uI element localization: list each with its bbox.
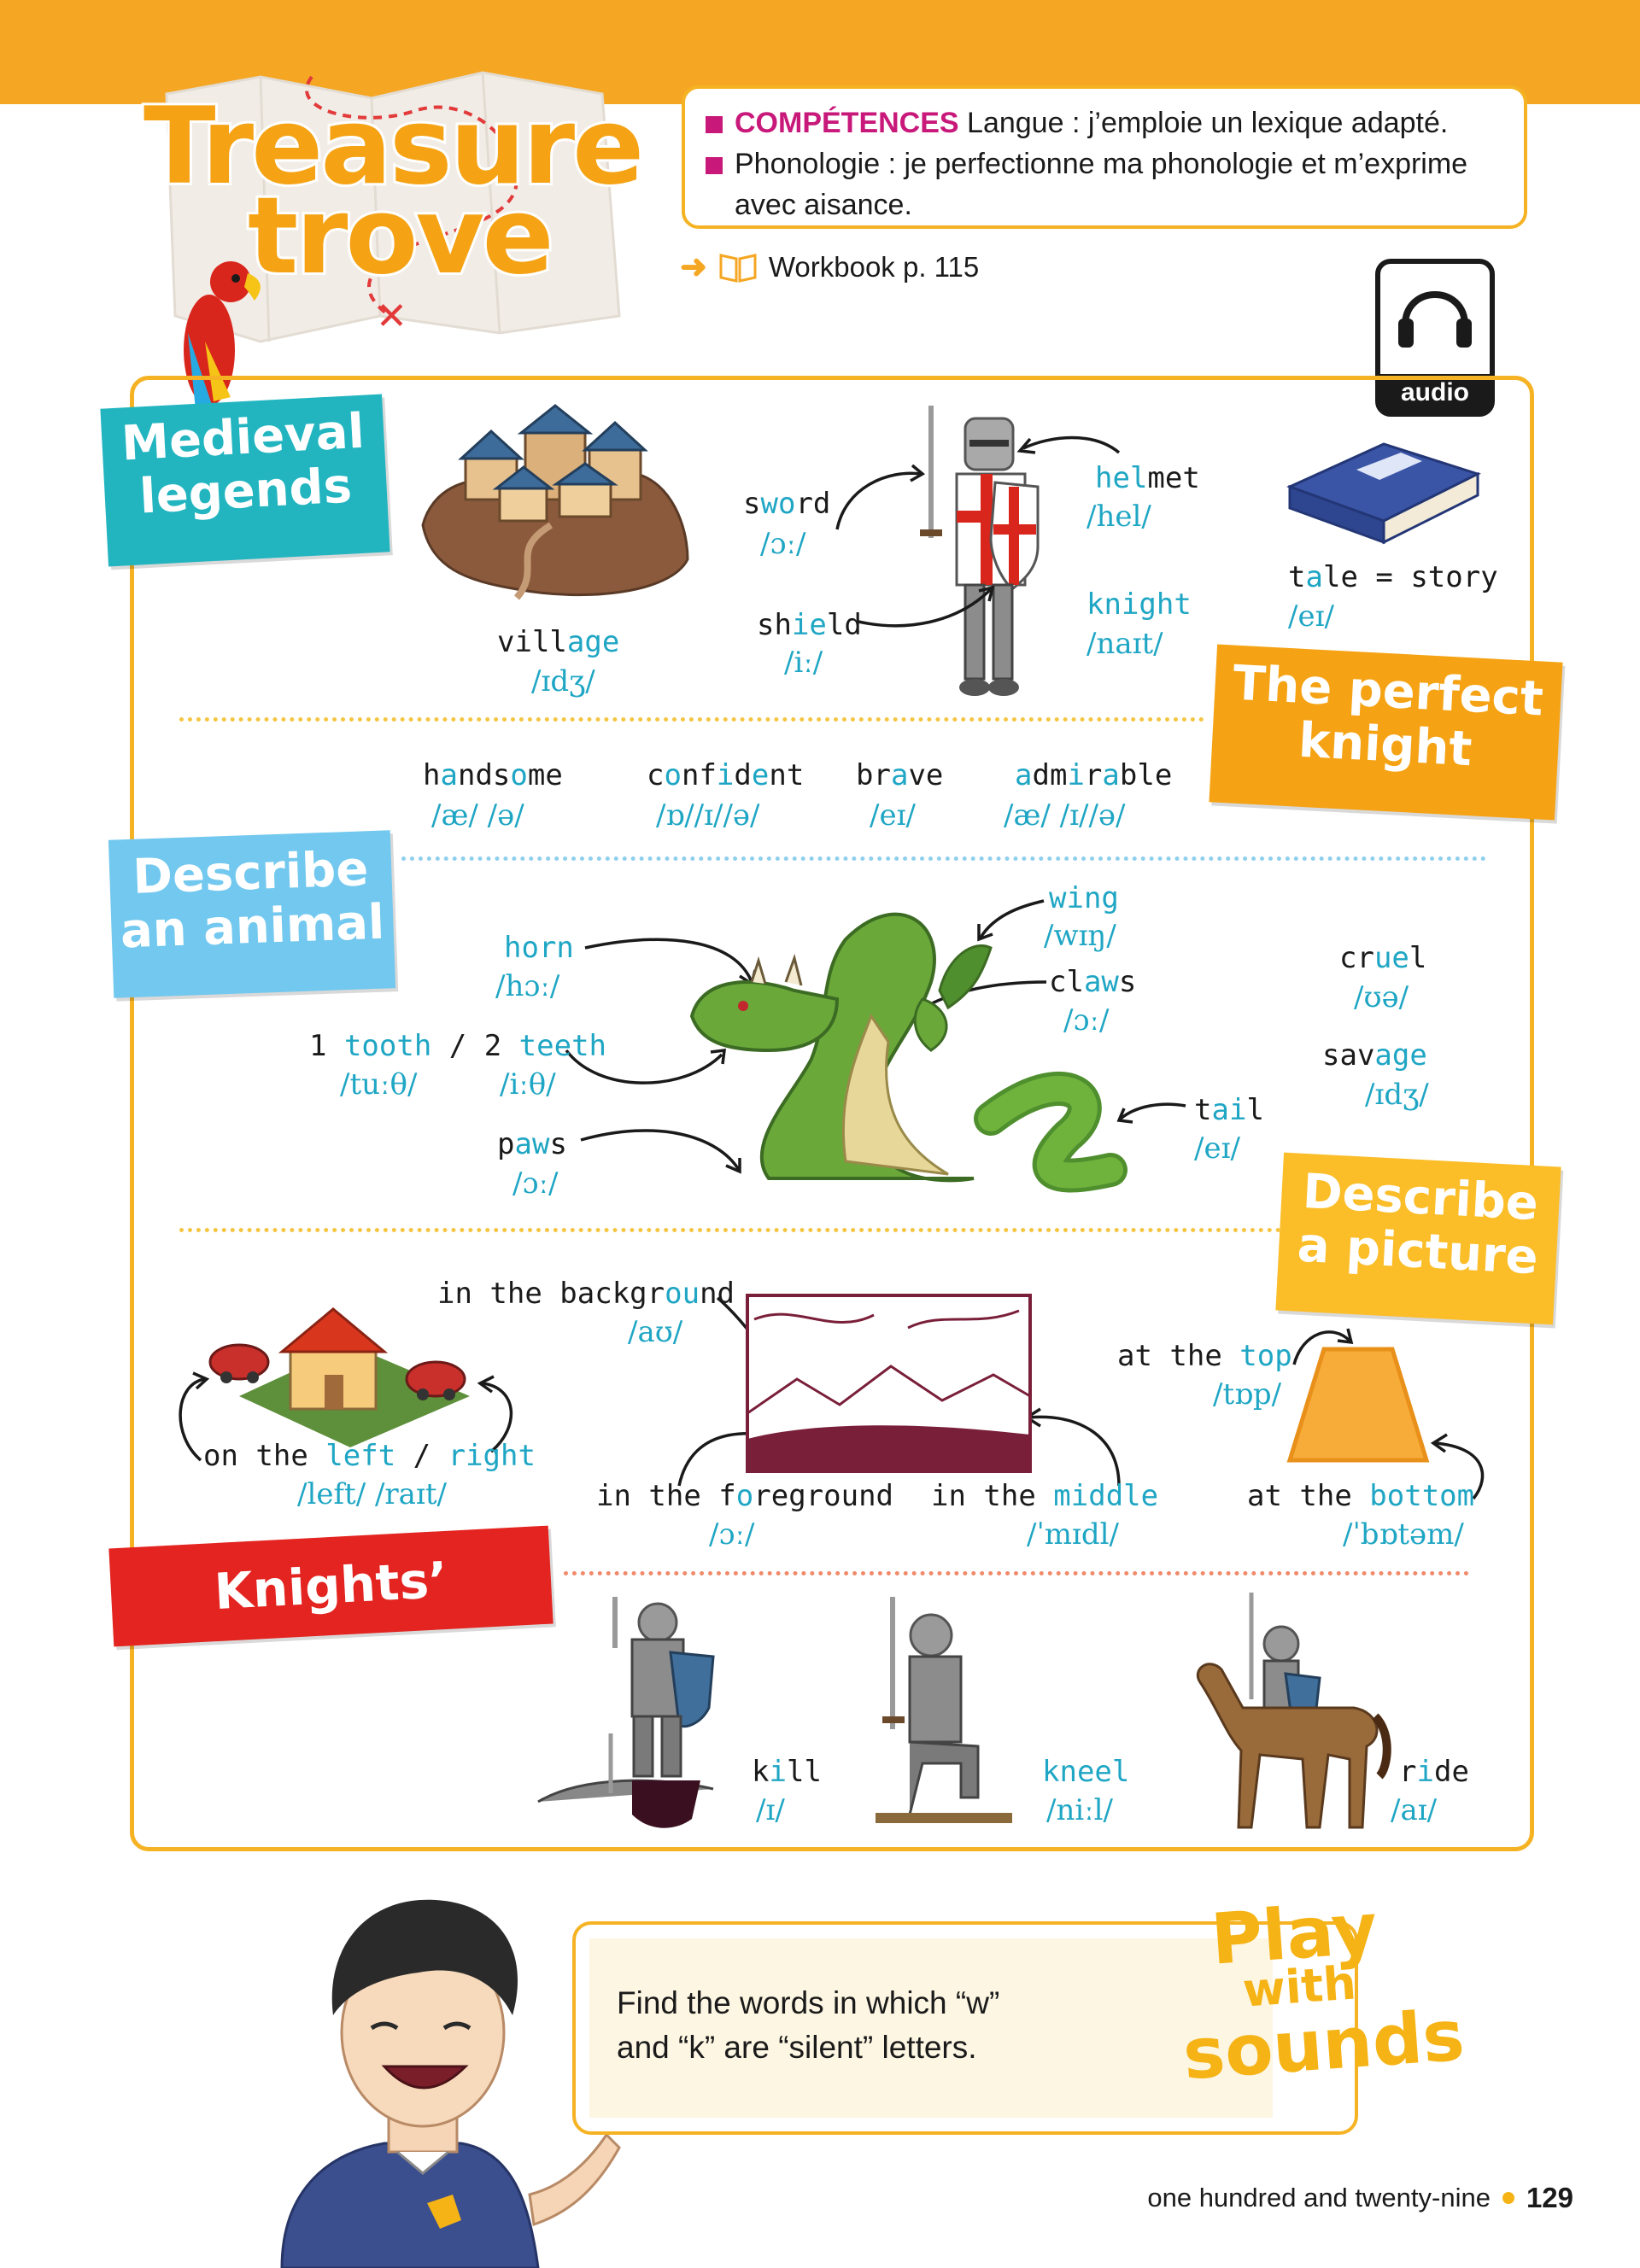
phonetic-savage: /ɪdʒ/ <box>1365 1078 1429 1112</box>
headphones-icon <box>1398 291 1472 348</box>
word-shield: shield <box>757 608 862 642</box>
word-knight: knight <box>1086 587 1192 622</box>
phonetic-horn: /hɔː/ <box>495 969 560 1003</box>
word-paws: paws <box>497 1127 567 1161</box>
phonetic-paws: /ɔː/ <box>512 1166 559 1201</box>
separator-2 <box>401 856 1486 861</box>
word-claws: claws <box>1049 965 1137 999</box>
phonetic-claws: /ɔː/ <box>1063 1003 1110 1038</box>
arrow-icon: ➜ <box>680 249 707 285</box>
word-helmet: helmet <box>1095 461 1200 495</box>
word-ride: ride <box>1399 1755 1469 1789</box>
footer-dot-icon <box>1502 2192 1514 2204</box>
book-icon <box>719 253 757 283</box>
word-tooth-teeth: 1 tooth / 2 teeth <box>309 1029 607 1063</box>
word-wing: wing <box>1049 881 1119 915</box>
phonetic-top: /tɒp/ <box>1213 1377 1282 1412</box>
phonetic-tooth: /tuːθ/ <box>340 1067 418 1102</box>
word-sword: sword <box>743 487 831 521</box>
separator-3 <box>179 1228 1281 1232</box>
competences-line-3: avec aisance. <box>735 189 912 221</box>
dragon-illustration <box>689 912 1128 1193</box>
word-village: village <box>497 625 620 659</box>
phonetic-knight: /naɪt/ <box>1086 627 1163 661</box>
phonetic-teeth: /iːθ/ <box>500 1067 556 1102</box>
adjective-phonetic: /ɒ//ɪ//ə/ <box>656 798 760 833</box>
word-background: in the background <box>437 1277 735 1311</box>
adjective-word: confident <box>647 758 805 792</box>
castle-village-illustration <box>421 404 689 600</box>
adjective-phonetic: /eɪ/ <box>870 798 916 833</box>
phonetic-tail: /eɪ/ <box>1194 1131 1240 1166</box>
phonetic-kneel: /niːl/ <box>1046 1793 1114 1827</box>
vocabulary-frame <box>130 376 1534 1851</box>
word-kneel: kneel <box>1042 1755 1130 1789</box>
student-boy-illustration <box>280 1899 621 2268</box>
title-line-2: trove <box>245 175 557 298</box>
house-with-cars-illustration <box>208 1307 470 1447</box>
audio-label: audio <box>1380 374 1490 412</box>
phonetic-left-right: /left/ /raɪt/ <box>297 1477 447 1511</box>
word-horn: horn <box>504 931 574 965</box>
phonetic-helmet: /hel/ <box>1086 500 1151 534</box>
phonetic-foreground: /ɔː/ <box>709 1517 755 1552</box>
phonetic-background: /aʊ/ <box>628 1315 683 1349</box>
knight-kill-illustration <box>537 1597 715 1828</box>
word-savage: savage <box>1322 1038 1427 1073</box>
play-title-sounds: sounds <box>1180 1995 1467 2096</box>
competences-line-2: Phonologie : je perfectionne ma phonolog… <box>706 143 1503 184</box>
phonetic-kill: /ɪ/ <box>756 1793 785 1827</box>
phonetic-tale: /eɪ/ <box>1288 599 1334 634</box>
storybook-illustration <box>1286 442 1481 545</box>
competences-line-1: COMPÉTENCES Langue : j’emploie un lexiqu… <box>706 102 1503 143</box>
footer-text: one hundred and twenty-nine <box>1147 2183 1491 2212</box>
adjective-phonetic: /æ/ /ɪ//ə/ <box>1004 798 1126 833</box>
page-number: 129 <box>1526 2182 1573 2213</box>
word-tale: tale = story <box>1288 560 1498 594</box>
phonetic-village: /ɪdʒ/ <box>531 664 595 699</box>
page-footer: one hundred and twenty-nine 129 <box>1147 2182 1573 2214</box>
word-tail: tail <box>1194 1093 1264 1127</box>
word-kill: kill <box>752 1755 822 1789</box>
phonetic-wing: /wɪŋ/ <box>1044 919 1116 953</box>
phonetic-sword: /ɔː/ <box>760 527 806 561</box>
adjective-phonetic: /æ/ /ə/ <box>431 798 524 833</box>
knight-kneel-illustration <box>876 1597 1012 1823</box>
workbook-link[interactable]: ➜ Workbook p. 115 <box>680 249 980 285</box>
play-with-sounds-instruction: Find the words in which “w” and “k” are … <box>617 1985 1000 2065</box>
competences-box: COMPÉTENCES Langue : j’emploie un lexiqu… <box>682 85 1527 229</box>
landscape-picture-illustration <box>746 1294 1032 1473</box>
knight-ride-illustration <box>1196 1593 1391 1829</box>
phonetic-middle: /ˈmɪdl/ <box>1027 1517 1120 1552</box>
phonetic-bottom: /ˈbɒtəm/ <box>1343 1517 1464 1552</box>
title-line-1: Treasure <box>141 85 647 208</box>
word-bottom: at the bottom <box>1247 1479 1475 1513</box>
word-middle: in the middle <box>931 1479 1159 1513</box>
play-with-sounds-panel <box>589 1938 1273 2118</box>
adjective-word: brave <box>856 758 944 792</box>
trapezoid-shape <box>1286 1347 1430 1463</box>
adjective-word: admirable <box>1015 758 1173 792</box>
word-left-right: on the left / right <box>203 1439 536 1473</box>
phonetic-ride: /aɪ/ <box>1391 1793 1438 1827</box>
adjective-word: handsome <box>423 758 563 792</box>
separator-4 <box>564 1571 1469 1575</box>
knight-illustration <box>920 406 1040 696</box>
word-cruel: cruel <box>1339 941 1427 975</box>
svg-text:✕: ✕ <box>376 295 407 338</box>
phonetic-shield: /iː/ <box>784 646 823 680</box>
word-top: at the top <box>1117 1339 1292 1373</box>
phonetic-cruel: /ʊə/ <box>1354 980 1409 1014</box>
audio-button[interactable]: audio <box>1375 259 1495 417</box>
word-foreground: in the foreground <box>596 1479 894 1513</box>
separator-1 <box>179 717 1204 722</box>
